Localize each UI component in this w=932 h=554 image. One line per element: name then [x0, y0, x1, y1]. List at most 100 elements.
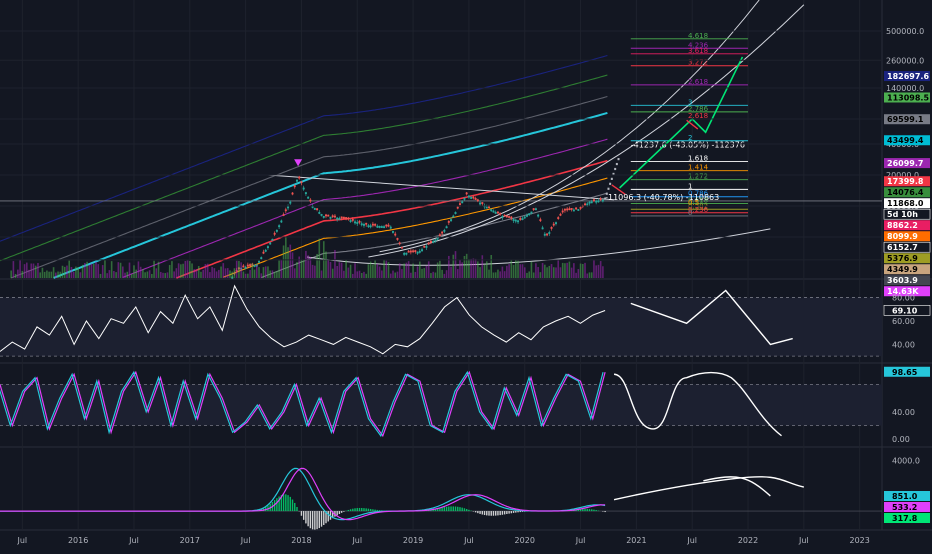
- macd-histogram-bar: [502, 511, 503, 515]
- price-candle: [450, 219, 452, 221]
- macd-histogram-bar: [372, 509, 373, 511]
- price-candle: [379, 226, 381, 228]
- macd-histogram-bar: [303, 511, 304, 520]
- volume-bar: [48, 272, 50, 278]
- price-candle: [254, 265, 256, 267]
- macd-histogram-bar: [459, 507, 460, 511]
- price-tag-label: 26099.7: [887, 159, 923, 168]
- price-candle: [535, 208, 537, 210]
- price-candle: [267, 246, 269, 248]
- volume-bar: [167, 272, 169, 278]
- volume-bar: [528, 271, 530, 278]
- price-candle: [265, 250, 267, 252]
- macd-histogram-bar: [506, 511, 507, 514]
- price-candle: [508, 216, 510, 218]
- volume-bar: [77, 267, 79, 278]
- volume-bar: [111, 261, 113, 278]
- macd-histogram-bar: [444, 507, 445, 511]
- volume-bar: [316, 254, 318, 278]
- volume-bar: [193, 269, 195, 278]
- volume-bar: [336, 266, 338, 278]
- volume-bar: [450, 267, 452, 278]
- volume-bar: [158, 262, 160, 278]
- volume-bar: [247, 274, 249, 278]
- volume-bar: [477, 261, 479, 278]
- price-candle: [242, 266, 244, 268]
- price-candle: [479, 203, 481, 205]
- volume-bar: [339, 262, 341, 278]
- volume-bar: [39, 272, 41, 278]
- volume-bar: [448, 256, 450, 278]
- fib-level-label: 2.618: [688, 78, 708, 86]
- volume-bar: [466, 254, 468, 278]
- volume-bar: [91, 263, 93, 278]
- volume-bar: [365, 274, 367, 278]
- volume-bar: [401, 269, 403, 278]
- macd-histogram-bar: [466, 509, 467, 511]
- macd-histogram-bar: [359, 508, 360, 511]
- volume-bar: [399, 263, 401, 278]
- volume-bar: [573, 263, 575, 278]
- price-candle: [247, 265, 249, 267]
- volume-bar: [394, 273, 396, 278]
- volume-bar: [345, 260, 347, 278]
- volume-bar: [122, 267, 124, 278]
- price-candle: [363, 224, 365, 226]
- volume-bar: [513, 265, 515, 278]
- volume-bar: [354, 263, 356, 278]
- volume-bar: [120, 263, 122, 278]
- volume-bar: [147, 271, 149, 278]
- price-candle: [459, 203, 461, 205]
- macd-histogram-bar: [321, 511, 322, 527]
- volume-bar: [504, 271, 506, 278]
- volume-bar: [352, 274, 354, 278]
- price-candle: [517, 220, 519, 222]
- macd-histogram-bar: [328, 511, 329, 521]
- volume-bar: [412, 264, 414, 278]
- volume-bar: [209, 272, 211, 278]
- volume-bar: [28, 270, 30, 278]
- volume-bar: [207, 264, 209, 278]
- volume-bar: [89, 265, 91, 278]
- price-candle: [403, 253, 405, 255]
- volume-bar: [238, 261, 240, 278]
- macd-tag-label: 533.2: [892, 503, 917, 512]
- price-candle: [562, 211, 564, 213]
- macd-histogram-bar: [283, 494, 284, 511]
- time-tick-label: 2023: [849, 536, 869, 545]
- volume-bar: [562, 263, 564, 278]
- volume-bar: [205, 264, 207, 278]
- macd-histogram-bar: [589, 509, 590, 511]
- price-candle: [461, 201, 463, 203]
- volume-bar: [343, 271, 345, 278]
- volume-bar: [461, 262, 463, 278]
- volume-bar: [390, 274, 392, 278]
- price-candle: [477, 199, 479, 201]
- volume-bar: [421, 269, 423, 278]
- volume-bar: [560, 267, 562, 278]
- macd-histogram-bar: [457, 507, 458, 511]
- price-candle: [434, 239, 436, 241]
- macd-histogram-bar: [377, 510, 378, 511]
- time-tick-label: 2019: [403, 536, 423, 545]
- volume-bar: [142, 269, 144, 278]
- volume-bar: [589, 272, 591, 278]
- volume-bar: [408, 261, 410, 278]
- volume-bar: [222, 263, 224, 278]
- volume-bar: [265, 266, 267, 278]
- volume-bar: [397, 272, 399, 278]
- price-candle: [452, 216, 454, 218]
- volume-bar: [216, 271, 218, 278]
- volume-bar: [73, 272, 75, 278]
- macd-histogram-bar: [497, 511, 498, 515]
- volume-bar: [553, 267, 555, 278]
- volume-bar: [548, 266, 550, 278]
- volume-bar: [557, 260, 559, 278]
- macd-histogram-bar: [591, 509, 592, 511]
- price-candle: [345, 217, 347, 219]
- price-candle: [325, 215, 327, 217]
- macd-histogram-bar: [595, 510, 596, 511]
- macd-histogram-bar: [292, 500, 293, 512]
